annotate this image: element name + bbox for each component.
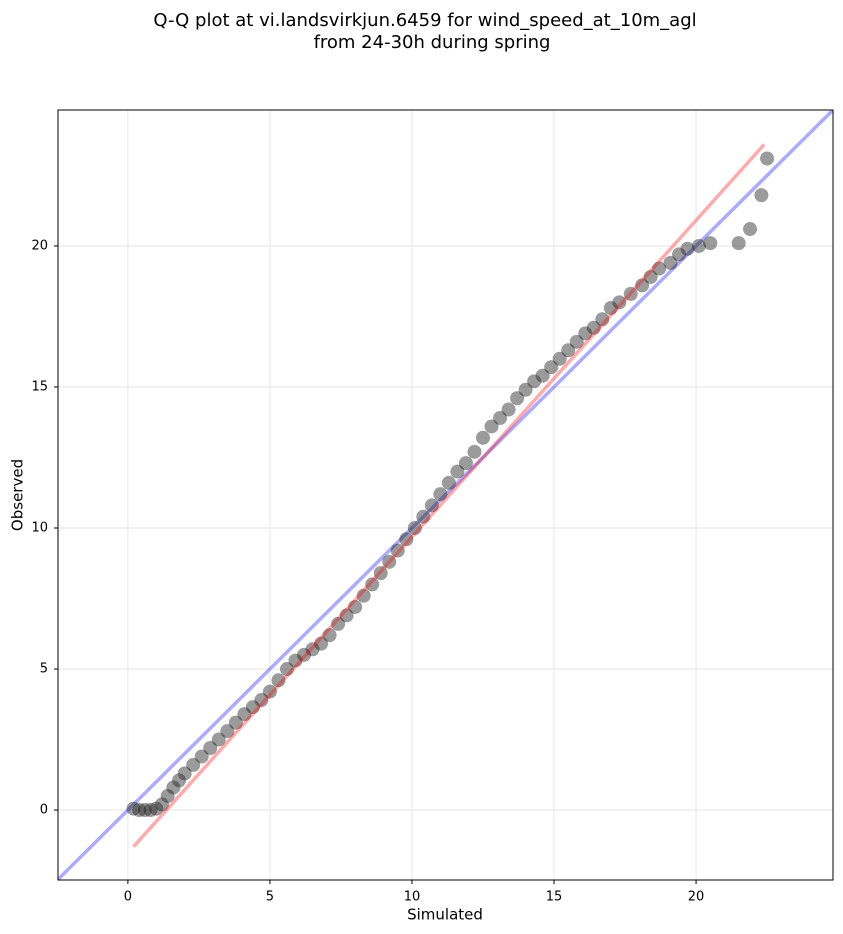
data-point xyxy=(177,766,192,781)
data-point xyxy=(228,715,243,730)
data-point xyxy=(476,430,490,445)
data-point xyxy=(331,616,346,631)
x-tick-label: 20 xyxy=(688,890,705,905)
data-point xyxy=(467,444,482,459)
data-point xyxy=(754,188,769,203)
data-point xyxy=(760,151,775,166)
data-point xyxy=(578,326,593,341)
x-tick-label: 10 xyxy=(404,890,421,905)
y-tick-label: 0 xyxy=(40,803,48,818)
data-point xyxy=(186,757,201,772)
plot-frame xyxy=(57,109,834,881)
chart-title: Q-Q plot at vi.landsvirkjun.6459 for win… xyxy=(153,10,696,31)
data-point xyxy=(390,543,405,558)
data-point xyxy=(373,566,388,581)
data-point xyxy=(501,402,516,417)
data-point xyxy=(149,801,164,816)
data-point xyxy=(322,628,337,643)
data-point xyxy=(569,334,584,349)
data-point xyxy=(672,247,687,262)
data-point xyxy=(143,803,158,818)
data-point xyxy=(595,312,610,327)
data-point xyxy=(623,286,638,301)
data-point xyxy=(245,700,260,715)
y-tick-label: 15 xyxy=(31,379,48,394)
data-point xyxy=(314,636,329,651)
data-point xyxy=(484,419,499,434)
data-point xyxy=(586,320,601,335)
data-point xyxy=(203,741,218,755)
data-point xyxy=(132,803,147,818)
data-point xyxy=(305,642,320,657)
y-tick-label: 5 xyxy=(40,662,48,677)
data-point xyxy=(535,368,550,383)
data-point xyxy=(288,653,303,668)
data-point xyxy=(510,391,525,406)
data-point xyxy=(424,498,439,513)
x-tick-label: 0 xyxy=(124,890,132,905)
data-point xyxy=(691,238,706,253)
data-point xyxy=(518,382,533,397)
data-point xyxy=(612,295,627,310)
data-point xyxy=(680,241,695,256)
data-point xyxy=(407,521,422,535)
data-point xyxy=(652,261,667,276)
data-point xyxy=(635,278,650,293)
data-point xyxy=(527,374,542,389)
data-point xyxy=(643,269,658,284)
data-point xyxy=(262,684,277,699)
data-point xyxy=(194,749,209,764)
data-point xyxy=(441,475,456,490)
data-point xyxy=(339,608,354,623)
data-point xyxy=(458,456,473,471)
x-tick-label: 5 xyxy=(266,890,274,905)
data-point xyxy=(731,236,746,251)
data-point xyxy=(211,732,226,747)
x-tick-label: 15 xyxy=(546,890,563,905)
x-axis-label: Simulated xyxy=(407,906,483,924)
data-point xyxy=(663,255,678,270)
data-point xyxy=(254,693,269,708)
reference-line xyxy=(58,110,833,880)
y-tick-label: 20 xyxy=(31,238,48,253)
data-point xyxy=(703,236,718,251)
y-axis-label: Observed xyxy=(9,459,27,531)
data-point xyxy=(154,797,169,812)
y-tick-label: 10 xyxy=(31,521,48,536)
data-point xyxy=(743,222,758,237)
data-point xyxy=(561,343,576,358)
data-point xyxy=(220,724,235,739)
data-point xyxy=(399,532,414,547)
data-point xyxy=(160,788,175,803)
data-point xyxy=(382,554,397,569)
data-point xyxy=(126,801,141,816)
data-point xyxy=(237,707,252,722)
plot-area xyxy=(58,110,833,880)
data-point xyxy=(271,673,286,688)
data-point xyxy=(166,780,181,795)
data-point xyxy=(279,662,294,677)
data-point xyxy=(356,588,371,603)
fit-line xyxy=(132,143,766,848)
data-point xyxy=(365,577,380,592)
data-point xyxy=(552,351,567,366)
data-point xyxy=(603,301,618,315)
data-point xyxy=(416,509,431,524)
data-point xyxy=(137,803,152,818)
data-point xyxy=(450,464,465,479)
data-point xyxy=(433,487,448,502)
data-point xyxy=(544,360,559,375)
chart-subtitle: from 24-30h during spring xyxy=(314,32,551,53)
data-point xyxy=(172,773,187,788)
data-point xyxy=(297,647,312,662)
data-point xyxy=(493,411,508,425)
data-point xyxy=(348,599,363,614)
